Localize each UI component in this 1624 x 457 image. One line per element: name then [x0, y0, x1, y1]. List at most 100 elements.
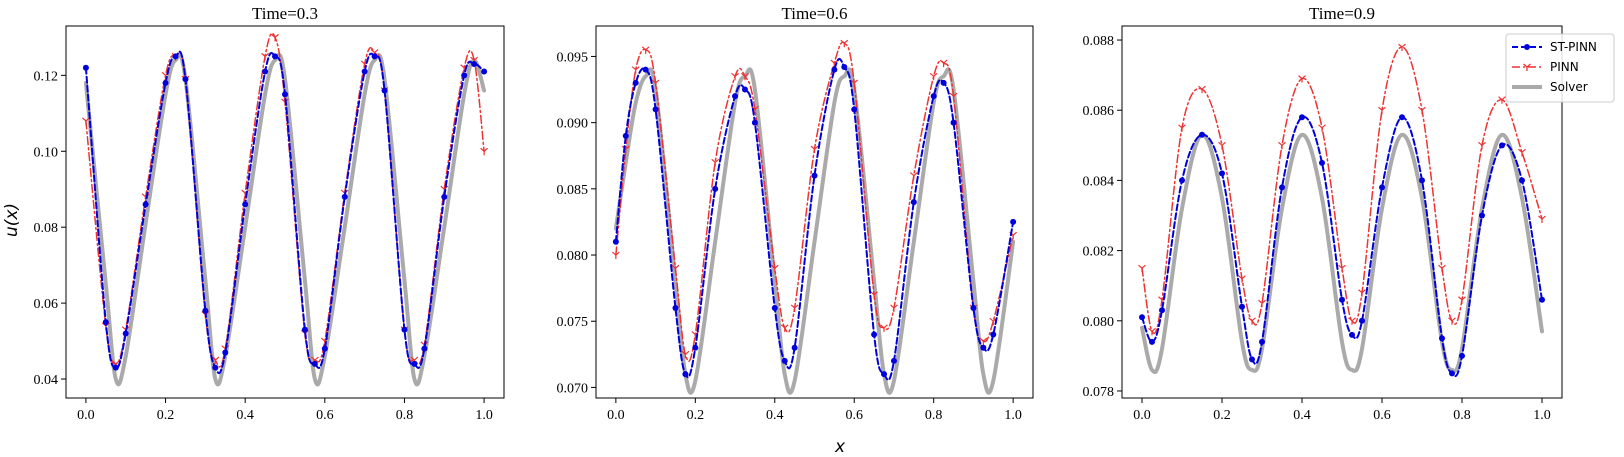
y-tick-label: 0.080: [557, 249, 589, 264]
legend: ST-PINN PINN Solver: [1505, 33, 1615, 103]
data-point-st-pinn: [1349, 331, 1355, 338]
data-point-st-pinn: [771, 304, 778, 311]
data-point-pinn: [909, 172, 918, 180]
data-point-st-pinn: [301, 326, 308, 333]
data-point-pinn: [1518, 148, 1526, 157]
data-point-pinn: [741, 72, 749, 81]
panel-2-title: Time=0.6: [781, 4, 847, 23]
data-point-st-pinn: [1459, 352, 1465, 359]
data-point-st-pinn: [411, 360, 418, 367]
data-point-pinn: [651, 79, 660, 87]
data-point-pinn: [1298, 75, 1306, 83]
y-tick-label: 0.08: [34, 221, 59, 236]
data-point-st-pinn: [811, 172, 818, 179]
data-point-pinn: [261, 52, 269, 61]
data-point-st-pinn: [1179, 177, 1185, 184]
data-point-pinn: [1358, 289, 1366, 297]
series-line-solver: [83, 52, 487, 387]
y-tick-label: 0.080: [1083, 315, 1115, 330]
data-point-st-pinn: [930, 93, 937, 100]
series-line-st-pinn: [614, 58, 1015, 381]
data-point-st-pinn: [841, 64, 848, 71]
y-tick-label: 0.084: [1083, 174, 1115, 189]
panels: Time=0.3 0.0 0.2 0.4 0.6 0.8 1.0 0.04 0.06 0.08 0.…: [34, 4, 1563, 423]
data-point-st-pinn: [851, 106, 858, 113]
data-point-st-pinn: [1259, 338, 1265, 345]
data-point-pinn: [1178, 124, 1186, 132]
data-point-st-pinn: [990, 331, 997, 338]
data-point-pinn: [1538, 215, 1546, 224]
data-point-pinn: [850, 79, 859, 87]
data-point-st-pinn: [401, 326, 408, 333]
legend-label-pinn: PINN: [1550, 60, 1579, 74]
data-point-pinn: [1378, 106, 1386, 115]
data-point-st-pinn: [910, 199, 917, 206]
data-point-pinn: [271, 33, 279, 42]
data-point-pinn: [890, 304, 898, 312]
data-point-st-pinn: [751, 119, 758, 126]
data-point-st-pinn: [1449, 370, 1455, 377]
data-point-st-pinn: [1010, 218, 1017, 225]
data-point-st-pinn: [122, 330, 129, 337]
x-tick-label: 0.6: [316, 408, 334, 423]
data-point-st-pinn: [791, 344, 798, 351]
data-point-pinn: [1148, 327, 1156, 336]
legend-entry-solver: Solver: [1512, 80, 1588, 94]
data-point-pinn: [1418, 106, 1426, 115]
x-tick-label: 0.8: [925, 408, 943, 423]
data-point-pinn: [1438, 264, 1446, 273]
panel-3: Time=0.9 0.0 0.2 0.4 0.6 0.8 1.0 0.078 0.080 0.08…: [1083, 4, 1563, 423]
x-tick-label: 0.4: [766, 408, 784, 423]
data-point-st-pinn: [182, 76, 189, 83]
legend-label-st-pinn: ST-PINN: [1550, 40, 1597, 54]
data-point-st-pinn: [112, 364, 119, 371]
data-point-st-pinn: [712, 185, 719, 192]
series-line-solver: [613, 67, 1016, 395]
x-tick-label: 0.2: [1213, 408, 1231, 423]
data-point-st-pinn: [632, 79, 639, 86]
panel-3-frame: [1121, 25, 1563, 399]
legend-label-solver: Solver: [1550, 80, 1588, 94]
data-point-st-pinn: [1359, 317, 1365, 324]
data-point-pinn: [731, 72, 739, 81]
data-point-st-pinn: [692, 344, 699, 351]
data-point-st-pinn: [1199, 131, 1205, 138]
data-point-pinn: [1258, 299, 1266, 308]
y-tick-label: 0.12: [34, 69, 59, 84]
data-point-st-pinn: [1479, 212, 1485, 219]
y-axis-label: u(x): [2, 203, 22, 237]
data-point-st-pinn: [172, 53, 179, 60]
data-point-st-pinn: [222, 349, 229, 356]
x-tick-label: 0.0: [77, 408, 95, 423]
data-point-st-pinn: [1399, 114, 1405, 121]
data-point-st-pinn: [311, 360, 318, 367]
panel-3-title: Time=0.9: [1309, 4, 1375, 23]
data-point-st-pinn: [652, 106, 659, 113]
data-point-pinn: [681, 350, 690, 359]
data-point-st-pinn: [1299, 114, 1305, 121]
data-point-pinn: [929, 72, 938, 81]
data-point-st-pinn: [82, 64, 89, 71]
data-point-st-pinn: [1499, 142, 1505, 149]
data-point-st-pinn: [272, 53, 279, 60]
data-point-st-pinn: [341, 193, 348, 200]
data-point-st-pinn: [242, 201, 249, 208]
data-point-st-pinn: [682, 371, 689, 378]
data-point-pinn: [880, 324, 888, 332]
data-point-pinn: [1338, 264, 1346, 273]
data-point-st-pinn: [871, 331, 878, 338]
y-tick-label: 0.082: [1083, 245, 1115, 260]
data-point-pinn: [790, 304, 799, 312]
data-point-st-pinn: [950, 119, 957, 126]
data-point-pinn: [810, 145, 819, 154]
data-point-st-pinn: [102, 319, 109, 326]
x-tick-label: 0.8: [1453, 408, 1471, 423]
data-point-st-pinn: [262, 68, 269, 75]
data-point-pinn: [1318, 124, 1326, 132]
data-point-pinn: [1398, 43, 1406, 52]
data-point-st-pinn: [381, 87, 388, 94]
data-point-st-pinn: [1159, 307, 1165, 314]
data-point-pinn: [1218, 141, 1226, 150]
panel-1-title: Time=0.3: [252, 4, 318, 23]
data-point-st-pinn: [741, 86, 748, 93]
